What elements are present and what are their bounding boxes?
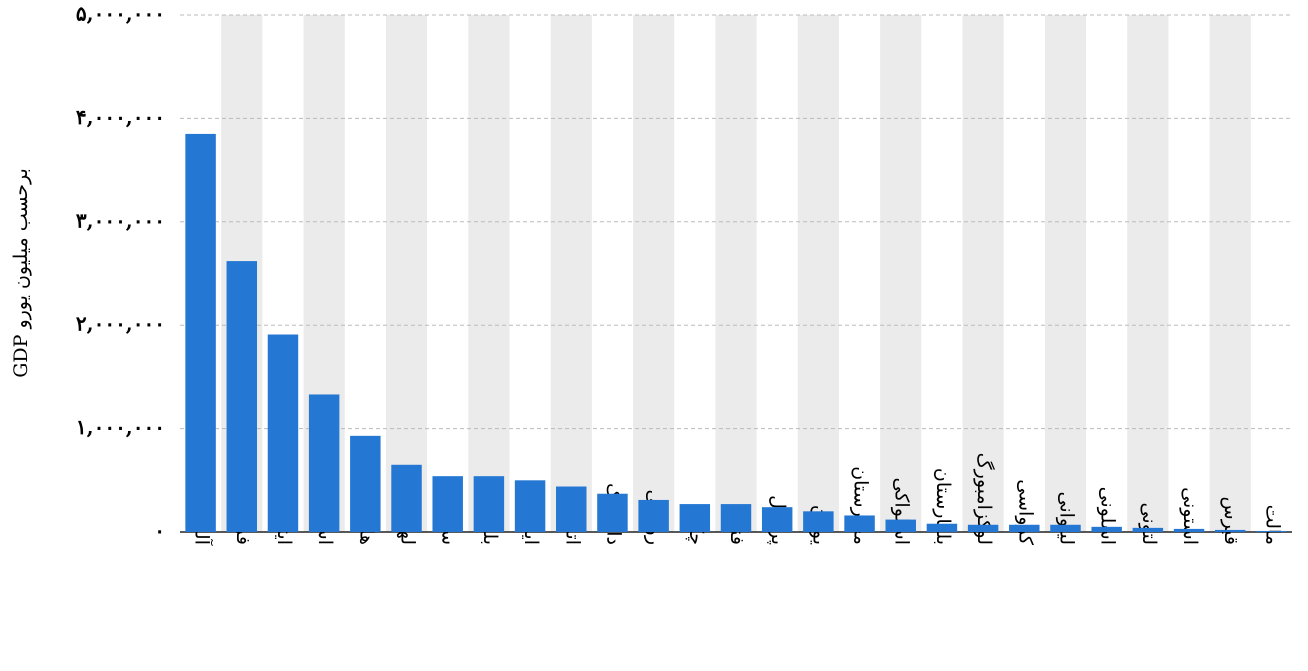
bar xyxy=(720,504,752,532)
y-tick-label: ۰ xyxy=(154,519,165,543)
band xyxy=(633,15,675,532)
y-tick-label: ۴,۰۰۰,۰۰۰ xyxy=(76,105,165,129)
bar xyxy=(350,435,381,532)
band xyxy=(1127,15,1169,532)
bar xyxy=(761,507,793,532)
x-tick-label: مالت xyxy=(1261,505,1283,545)
band xyxy=(715,15,757,532)
bar xyxy=(638,499,669,532)
x-tick-label: لوکزامبورگ xyxy=(973,453,996,545)
bar xyxy=(226,261,258,532)
band xyxy=(962,15,1004,532)
bar xyxy=(556,486,587,532)
y-tick-label: ۲,۰۰۰,۰۰۰ xyxy=(76,312,165,336)
y-axis-label: GDP برحسب میلیون یورو xyxy=(10,168,32,378)
bar xyxy=(1132,527,1164,532)
y-tick-label: ۳,۰۰۰,۰۰۰ xyxy=(76,208,165,232)
bar xyxy=(1173,528,1205,532)
bar xyxy=(803,511,834,532)
x-tick-label: بلغارستان xyxy=(932,468,954,545)
bar xyxy=(1214,529,1246,532)
bar xyxy=(926,523,958,532)
x-tick-label: کرواسی xyxy=(1014,479,1036,546)
bar xyxy=(1009,524,1040,532)
bar xyxy=(885,519,916,532)
bar xyxy=(1050,524,1081,532)
x-tick-label: لتونی xyxy=(1138,503,1160,545)
bar xyxy=(391,464,422,532)
bar xyxy=(185,133,216,532)
x-tick-label: مجارستان xyxy=(850,466,872,545)
band xyxy=(385,15,428,532)
x-tick-label: قبرس xyxy=(1220,497,1242,546)
bar xyxy=(1256,530,1287,532)
y-tick-label: ۱,۰۰۰,۰۰۰ xyxy=(76,415,165,439)
bands xyxy=(221,15,1251,532)
bar xyxy=(597,493,628,532)
bar xyxy=(308,394,340,532)
band xyxy=(550,15,592,532)
bar xyxy=(473,476,505,532)
band xyxy=(1209,15,1251,532)
y-tick-label: ۵,۰۰۰,۰۰۰ xyxy=(76,2,165,26)
x-tick-label: اسلواکی xyxy=(891,478,913,545)
bar xyxy=(679,504,711,532)
bar xyxy=(844,515,875,532)
band xyxy=(468,15,510,532)
band xyxy=(1044,15,1087,532)
band xyxy=(797,15,839,532)
bar xyxy=(514,480,546,532)
x-tick-label: استونی xyxy=(1179,487,1201,545)
x-tick-label: اسلونی xyxy=(1097,487,1119,545)
x-tick-label: لیتوانی xyxy=(1055,492,1077,545)
bar xyxy=(432,476,463,532)
bar xyxy=(967,524,999,532)
bar xyxy=(267,334,299,532)
band xyxy=(880,15,922,532)
bar xyxy=(1091,526,1122,532)
